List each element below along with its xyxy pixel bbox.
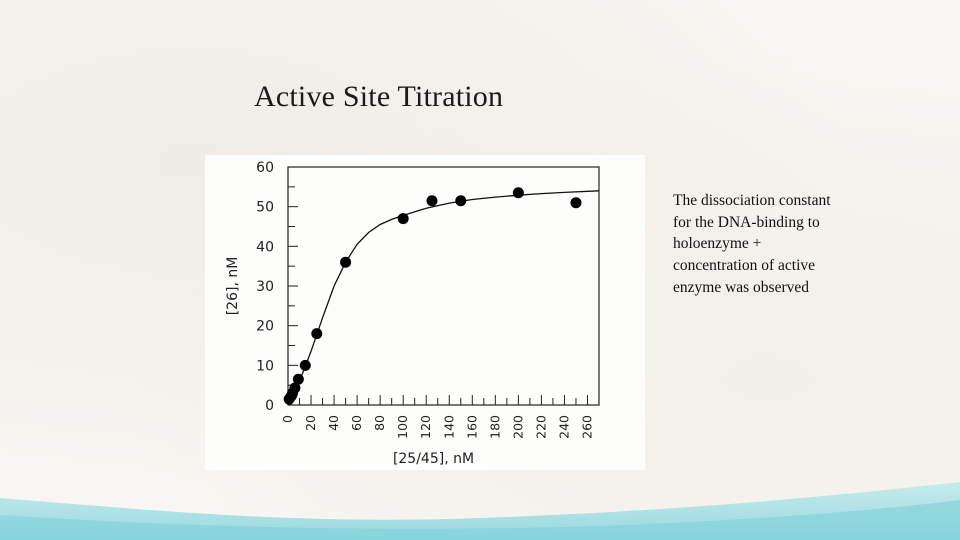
y-tick-label: 20: [256, 319, 274, 335]
x-tick-label: 260: [579, 415, 594, 439]
description-line: The dissociation constant: [673, 192, 831, 209]
data-point: [570, 197, 582, 209]
y-tick-label: 40: [256, 239, 274, 255]
data-point: [455, 195, 467, 207]
description-line: concentration of active: [673, 257, 816, 275]
data-point: [311, 328, 323, 340]
y-tick-label: 60: [256, 160, 274, 176]
slide-title: Active Site Titration: [254, 80, 504, 113]
y-tick-label: 30: [256, 279, 274, 295]
x-tick-label: 0: [280, 415, 295, 423]
description-line: enzyme was observed: [673, 278, 810, 296]
x-tick-label: 40: [326, 415, 341, 431]
data-point: [340, 256, 352, 268]
x-tick-label: 100: [395, 415, 410, 439]
description-line: holoenzyme +: [673, 235, 762, 253]
x-tick-label: 140: [441, 415, 456, 439]
y-tick-label: 10: [256, 358, 274, 374]
y-axis-label: [26], nM: [225, 257, 241, 316]
x-axis-label: [25/45], nM: [393, 451, 474, 467]
x-tick-label: 120: [418, 415, 433, 439]
data-point: [289, 382, 301, 394]
data-point: [397, 213, 409, 225]
data-point: [299, 359, 311, 371]
x-tick-label: 60: [349, 415, 364, 431]
x-tick-label: 200: [510, 415, 525, 439]
x-tick-label: 160: [464, 415, 479, 439]
watercolor-wash: [0, 482, 960, 540]
x-tick-label: 180: [487, 415, 502, 439]
slide-description: The dissociation constant for the DNA-bi…: [673, 190, 903, 299]
chart-svg: 0 10 20 30 40 50 60 0 20 40 60 80 100 120 140 160 180 200…: [225, 160, 600, 467]
description-line: for the DNA-binding to: [673, 213, 820, 231]
data-point: [292, 373, 304, 385]
fit-curve: [287, 190, 600, 406]
x-tick-label: 220: [533, 415, 548, 439]
data-point: [512, 187, 524, 199]
x-tick-label: 80: [372, 415, 387, 431]
y-tick-label: 50: [256, 200, 274, 216]
data-point: [426, 195, 438, 207]
x-tick-label: 240: [556, 415, 571, 439]
x-tick-label: 20: [303, 415, 318, 431]
y-tick-label: 0: [265, 398, 274, 414]
chart: 0 10 20 30 40 50 60 0 20 40 60 80 100 120 140 160 180 200…: [205, 155, 645, 470]
